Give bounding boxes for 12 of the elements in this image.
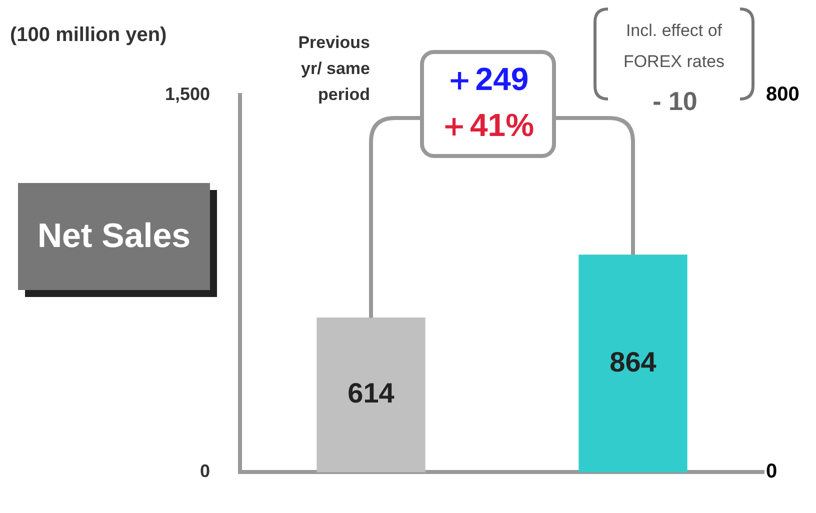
- data-label: 864: [610, 346, 657, 378]
- text: Incl. effect of FOREX rates: [622, 20, 726, 73]
- annotation: - 10: [652, 86, 698, 117]
- y2-tick-label: 0: [766, 460, 778, 483]
- annotation: Previous yr/ same period: [297, 32, 370, 106]
- data-label: 614: [348, 378, 395, 409]
- y-tick-label: 1,500: [164, 84, 210, 104]
- annotation: ＋41%: [436, 106, 536, 145]
- annotation: ＋249: [442, 60, 530, 99]
- y-axis-title: (100 million yen): [10, 24, 167, 47]
- y2-tick-label: 800: [766, 84, 800, 106]
- text: Net Sales: [18, 183, 210, 290]
